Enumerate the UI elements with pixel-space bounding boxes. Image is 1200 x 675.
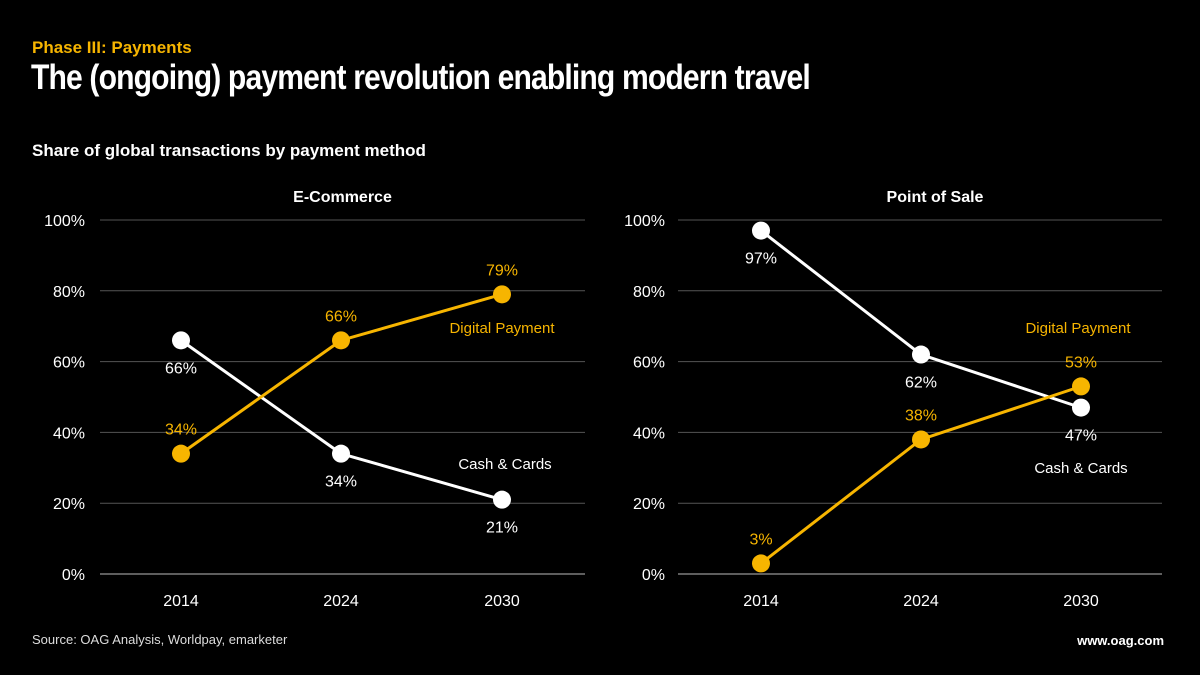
data-label: 34% [165,422,197,439]
kicker: Phase III: Payments [32,38,192,57]
data-label: 97% [745,251,777,268]
data-label: 53% [1065,354,1097,371]
digital-payment-point [493,285,511,304]
y-tick-label: 100% [624,213,665,230]
chart-title: Point of Sale [887,189,984,206]
digital-payment-point [752,554,770,573]
y-tick-label: 40% [53,425,85,442]
data-label: 3% [749,531,772,548]
y-tick-label: 20% [53,496,85,513]
cash-cards-point [172,331,190,350]
y-tick-label: 40% [633,425,665,442]
x-tick-label: 2024 [323,593,359,610]
cash-cards-point [332,444,350,463]
data-label: 34% [325,474,357,491]
series-label: Digital Payment [1025,320,1131,337]
y-tick-label: 0% [62,567,85,584]
source-note: Source: OAG Analysis, Worldpay, emarkete… [32,632,288,647]
digital-payment-point [1072,377,1090,396]
x-tick-label: 2024 [903,593,939,610]
y-tick-label: 100% [44,213,85,230]
y-tick-label: 60% [53,355,85,372]
website-url: www.oag.com [1077,633,1164,648]
cash-cards-point [1072,398,1090,417]
data-label: 21% [486,520,518,537]
y-tick-label: 80% [633,284,665,301]
series-label: Cash & Cards [458,456,551,473]
cash-cards-point [493,490,511,509]
x-tick-label: 2014 [163,593,199,610]
data-label: 38% [905,407,937,424]
x-tick-label: 2014 [743,593,779,610]
cash-cards-point [912,345,930,364]
chart-title: E-Commerce [293,189,392,206]
data-label: 66% [165,360,197,377]
digital-payment-point [172,444,190,463]
page-title: The (ongoing) payment revolution enablin… [31,58,811,97]
x-tick-label: 2030 [484,593,520,610]
y-tick-label: 80% [53,284,85,301]
y-tick-label: 60% [633,355,665,372]
chart-subtitle: Share of global transactions by payment … [32,141,426,160]
data-label: 79% [486,262,518,279]
series-label: Digital Payment [449,320,555,337]
series-label: Cash & Cards [1034,460,1127,477]
y-tick-label: 0% [642,567,665,584]
digital-payment-point [912,430,930,449]
x-tick-label: 2030 [1063,593,1099,610]
data-label: 47% [1065,428,1097,445]
y-tick-label: 20% [633,496,665,513]
data-label: 66% [325,308,357,325]
digital-payment-point [332,331,350,350]
data-label: 62% [905,375,937,392]
cash-cards-point [752,221,770,240]
